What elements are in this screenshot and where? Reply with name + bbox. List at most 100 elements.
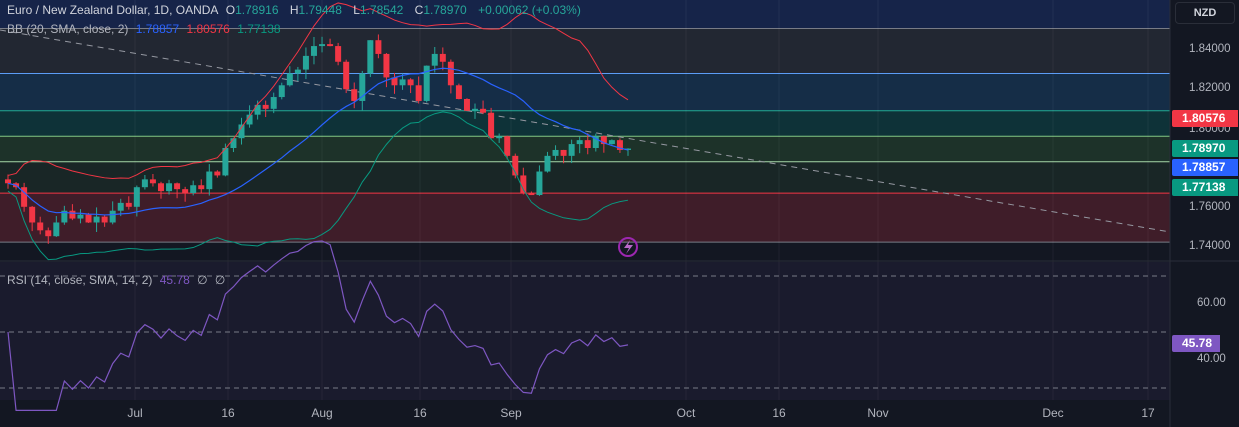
candle-body xyxy=(496,136,503,139)
candle-body xyxy=(480,108,487,113)
time-tick: Aug xyxy=(311,406,333,420)
candle-body xyxy=(472,108,479,111)
candle-body xyxy=(552,149,559,156)
currency-button[interactable]: NZD xyxy=(1175,2,1235,24)
candle-body xyxy=(206,171,213,190)
candle-body xyxy=(600,136,607,145)
candle-body xyxy=(190,185,197,194)
candle-body xyxy=(423,65,430,101)
candle-body xyxy=(109,210,116,223)
open-value: 1.78916 xyxy=(235,3,279,17)
rsi-line xyxy=(7,240,629,411)
rsi-tick: 40.00 xyxy=(1197,353,1226,365)
rsi-value: 45.78 xyxy=(159,273,190,287)
candle-body xyxy=(182,189,189,194)
candle-body xyxy=(77,214,84,219)
candle-body xyxy=(512,155,519,176)
candle-body xyxy=(5,179,11,184)
candle-body xyxy=(246,114,253,125)
candle-body xyxy=(391,77,398,86)
candle-body xyxy=(286,73,293,86)
lightning-icon xyxy=(624,240,633,254)
candle-body xyxy=(560,149,567,156)
rsi-label: RSI (14, close, SMA, 14, 2) xyxy=(7,273,153,287)
price-tick: 1.76000 xyxy=(1189,201,1231,213)
rsi-legend[interactable]: RSI (14, close, SMA, 14, 2) 45.78 ∅ ∅ xyxy=(7,273,229,287)
time-tick: Oct xyxy=(676,406,696,420)
candle-body xyxy=(488,112,495,139)
candle-body xyxy=(544,155,551,172)
low-label: L xyxy=(353,3,360,17)
candle-body xyxy=(528,193,535,196)
open-label: O xyxy=(225,3,236,17)
candle-body xyxy=(133,187,140,207)
candle-body xyxy=(375,40,382,54)
bb-upper-line xyxy=(7,2,629,179)
bb-lower-line xyxy=(7,111,629,261)
candle-body xyxy=(157,183,164,192)
level-band xyxy=(0,73,1170,111)
candle-body xyxy=(278,85,285,98)
candle-body xyxy=(198,185,205,190)
candle-body xyxy=(616,140,623,150)
time-tick: 16 xyxy=(221,406,235,420)
high-label: H xyxy=(289,3,299,17)
candle-body xyxy=(383,53,390,78)
candle-body xyxy=(568,144,575,156)
candle-body xyxy=(222,148,229,176)
candle-body xyxy=(343,61,350,90)
candle-body xyxy=(415,85,422,101)
level-band xyxy=(0,0,1170,29)
low-value: 1.78542 xyxy=(359,3,404,17)
time-tick: Nov xyxy=(867,406,889,420)
time-tick: 17 xyxy=(1141,406,1155,420)
rsi-badge: 45.78 xyxy=(1172,335,1220,352)
bb-label: BB (20, SMA, close, 2) xyxy=(7,22,129,36)
level-band xyxy=(0,136,1170,162)
candle-body xyxy=(93,216,100,223)
candle-body xyxy=(117,202,124,211)
candle-body xyxy=(439,53,446,62)
candle-body xyxy=(504,136,511,156)
candle-body xyxy=(69,210,76,219)
candle-body xyxy=(302,55,309,70)
rsi-value-3: ∅ xyxy=(214,273,226,287)
candle-body xyxy=(592,136,599,148)
price-tick: 1.74000 xyxy=(1189,240,1231,252)
candle-body xyxy=(37,222,44,231)
candle-body xyxy=(335,46,342,62)
bb-lower-badge: 1.77138 xyxy=(1172,179,1238,196)
time-tick: Dec xyxy=(1042,406,1064,420)
candle-body xyxy=(399,79,406,86)
close-label: C xyxy=(414,3,424,17)
time-tick: Sep xyxy=(500,406,522,420)
candle-body xyxy=(536,171,543,196)
candle-body xyxy=(463,99,470,111)
level-band xyxy=(0,193,1170,243)
candle-body xyxy=(238,124,245,139)
bb-basis-badge: 1.78857 xyxy=(1172,159,1238,176)
candle-body xyxy=(327,44,334,47)
candle-body xyxy=(149,179,156,184)
candle-body xyxy=(270,97,277,109)
candle-body xyxy=(214,171,221,176)
candle-body xyxy=(447,61,454,86)
bb-basis-line xyxy=(7,67,629,216)
candle-body xyxy=(262,104,269,109)
candle-body xyxy=(455,85,462,99)
candle-body xyxy=(254,104,261,115)
time-tick: Jul xyxy=(127,406,143,420)
candle-body xyxy=(141,179,148,188)
close-value: 1.78970 xyxy=(423,3,467,17)
candle-body xyxy=(310,46,317,56)
bb-legend[interactable]: BB (20, SMA, close, 2) 1.78857 1.80576 1… xyxy=(7,22,285,36)
candle-body xyxy=(166,183,173,192)
candle-body xyxy=(101,216,108,223)
candle-body xyxy=(53,222,60,237)
symbol-title[interactable]: Euro / New Zealand Dollar, 1D, OANDA xyxy=(7,3,219,17)
candle-body xyxy=(230,138,237,148)
candle-body xyxy=(319,44,326,47)
close-price-badge: 1.78970 xyxy=(1172,140,1238,157)
rsi-tick: 60.00 xyxy=(1197,297,1226,309)
